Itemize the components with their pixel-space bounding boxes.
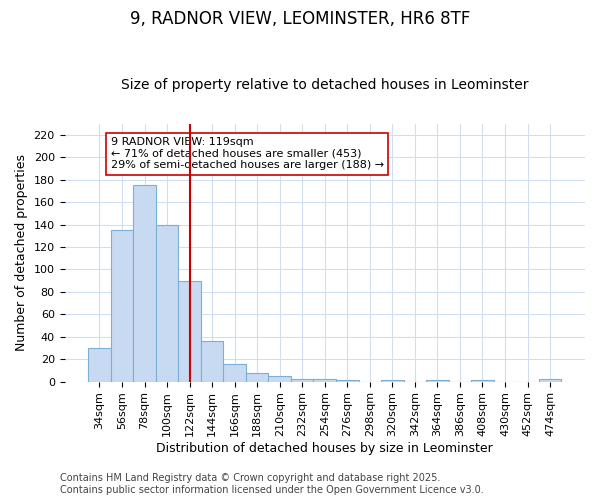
Bar — [291, 380, 313, 382]
Title: Size of property relative to detached houses in Leominster: Size of property relative to detached ho… — [121, 78, 529, 92]
Bar — [156, 224, 178, 382]
Text: 9, RADNOR VIEW, LEOMINSTER, HR6 8TF: 9, RADNOR VIEW, LEOMINSTER, HR6 8TF — [130, 10, 470, 28]
Bar — [471, 380, 494, 382]
Bar — [426, 380, 449, 382]
Bar — [246, 372, 268, 382]
X-axis label: Distribution of detached houses by size in Leominster: Distribution of detached houses by size … — [157, 442, 493, 455]
Bar — [178, 280, 201, 382]
Bar — [111, 230, 133, 382]
Bar — [223, 364, 246, 382]
Bar — [539, 380, 562, 382]
Bar — [313, 380, 336, 382]
Bar — [133, 186, 156, 382]
Bar — [268, 376, 291, 382]
Bar — [381, 380, 404, 382]
Text: 9 RADNOR VIEW: 119sqm
← 71% of detached houses are smaller (453)
29% of semi-det: 9 RADNOR VIEW: 119sqm ← 71% of detached … — [111, 137, 384, 170]
Bar — [88, 348, 111, 382]
Text: Contains HM Land Registry data © Crown copyright and database right 2025.
Contai: Contains HM Land Registry data © Crown c… — [60, 474, 484, 495]
Bar — [336, 380, 359, 382]
Y-axis label: Number of detached properties: Number of detached properties — [15, 154, 28, 351]
Bar — [201, 341, 223, 382]
